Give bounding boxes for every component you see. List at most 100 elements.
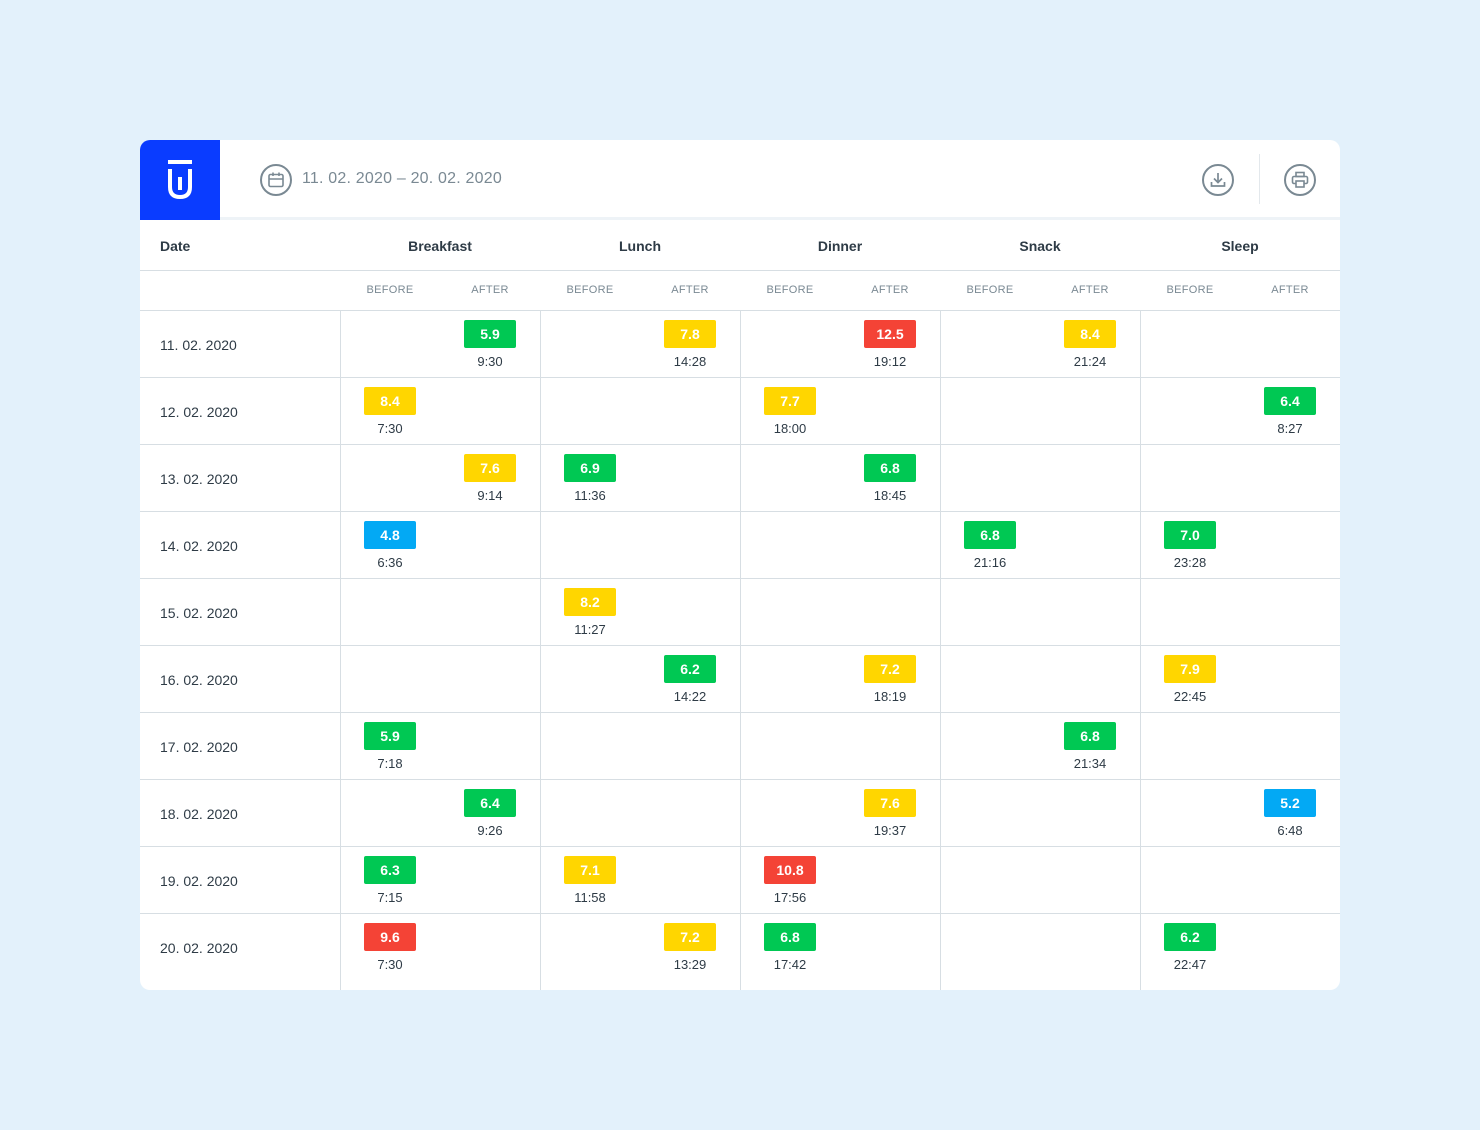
reading-time: 19:12	[873, 354, 907, 369]
sub-header-dinner-before: BEFORE	[766, 284, 814, 296]
glucose-reading[interactable]: 8.4 21:24	[1064, 320, 1116, 369]
date-column-header: Date	[160, 238, 191, 254]
glucose-reading[interactable]: 6.3 7:15	[364, 856, 416, 905]
glucose-reading[interactable]: 9.6 7:30	[364, 923, 416, 972]
reading-value-badge[interactable]: 4.8	[364, 521, 416, 549]
reading-value-badge[interactable]: 6.2	[1164, 923, 1216, 951]
reading-value-badge[interactable]: 7.0	[1164, 521, 1216, 549]
reading-value-badge[interactable]: 7.6	[464, 454, 516, 482]
reading-value-badge[interactable]: 8.4	[1064, 320, 1116, 348]
toolbar-divider	[1259, 154, 1260, 204]
reading-value-badge[interactable]: 5.9	[364, 722, 416, 750]
column-divider	[1140, 311, 1141, 990]
reading-time: 7:18	[377, 756, 403, 771]
reading-value-badge[interactable]: 8.4	[364, 387, 416, 415]
reading-value-badge[interactable]: 6.8	[964, 521, 1016, 549]
reading-value-badge[interactable]: 7.1	[564, 856, 616, 884]
reading-value-badge[interactable]: 8.2	[564, 588, 616, 616]
glucose-reading[interactable]: 7.6 19:37	[864, 789, 916, 838]
toolbar: 11. 02. 2020 – 20. 02. 2020	[140, 140, 1340, 220]
meal-header-sleep: Sleep	[1221, 238, 1259, 254]
reading-value-badge[interactable]: 7.8	[664, 320, 716, 348]
reading-time: 14:28	[673, 354, 707, 369]
reading-time: 11:27	[574, 622, 606, 637]
reading-value-badge[interactable]: 6.8	[864, 454, 916, 482]
glucose-reading[interactable]: 5.2 6:48	[1264, 789, 1316, 838]
reading-time: 21:16	[973, 555, 1007, 570]
glucose-reading[interactable]: 6.8 17:42	[764, 923, 816, 972]
print-button[interactable]	[1284, 164, 1316, 196]
glucose-reading[interactable]: 7.2 18:19	[864, 655, 916, 704]
reading-time: 21:24	[1073, 354, 1107, 369]
reading-value-badge[interactable]: 7.7	[764, 387, 816, 415]
glucose-reading[interactable]: 6.2 22:47	[1164, 923, 1216, 972]
sub-header-lunch-after: AFTER	[671, 284, 709, 296]
reading-time: 8:27	[1277, 421, 1303, 436]
glucose-reading[interactable]: 7.2 13:29	[664, 923, 716, 972]
reading-value-badge[interactable]: 9.6	[364, 923, 416, 951]
glucose-reading[interactable]: 6.8 21:16	[964, 521, 1016, 570]
table-row: 12. 02. 2020 8.4 7:30 7.7 18:00 6.4 8:27	[140, 378, 1340, 445]
glucose-reading[interactable]: 6.4 9:26	[464, 789, 516, 838]
brand-logo-icon[interactable]	[140, 140, 220, 220]
glucose-reading[interactable]: 10.8 17:56	[764, 856, 816, 905]
sub-header-sleep-before: BEFORE	[1166, 284, 1214, 296]
glucose-reading[interactable]: 5.9 9:30	[464, 320, 516, 369]
reading-value-badge[interactable]: 6.8	[764, 923, 816, 951]
reading-time: 6:48	[1277, 823, 1303, 838]
reading-value-badge[interactable]: 6.2	[664, 655, 716, 683]
reading-time: 11:58	[574, 890, 606, 905]
calendar-icon[interactable]	[260, 164, 292, 196]
meal-header-dinner: Dinner	[817, 238, 863, 254]
glucose-reading[interactable]: 7.1 11:58	[564, 856, 616, 905]
glucose-reading[interactable]: 6.2 14:22	[664, 655, 716, 704]
reading-value-badge[interactable]: 7.2	[664, 923, 716, 951]
glucose-reading[interactable]: 8.2 11:27	[564, 588, 616, 637]
glucose-reading[interactable]: 7.7 18:00	[764, 387, 816, 436]
meal-header-breakfast: Breakfast	[408, 238, 472, 254]
reading-value-badge[interactable]: 6.4	[464, 789, 516, 817]
glucose-reading[interactable]: 12.5 19:12	[864, 320, 916, 369]
glucose-reading[interactable]: 4.8 6:36	[364, 521, 416, 570]
row-date: 15. 02. 2020	[160, 605, 238, 621]
column-header-row: Date Breakfast Lunch Dinner Snack Sleep	[140, 220, 1340, 271]
sub-header-lunch-before: BEFORE	[566, 284, 614, 296]
column-divider	[340, 311, 341, 990]
glucose-reading[interactable]: 6.4 8:27	[1264, 387, 1316, 436]
reading-time: 7:30	[377, 957, 403, 972]
glucose-reading[interactable]: 6.8 18:45	[864, 454, 916, 503]
glucose-log-card: 11. 02. 2020 – 20. 02. 2020 Date Breakfa…	[140, 140, 1340, 990]
reading-time: 9:26	[477, 823, 503, 838]
reading-time: 21:34	[1073, 756, 1107, 771]
reading-value-badge[interactable]: 6.8	[1064, 722, 1116, 750]
glucose-reading[interactable]: 5.9 7:18	[364, 722, 416, 771]
glucose-reading[interactable]: 6.8 21:34	[1064, 722, 1116, 771]
reading-value-badge[interactable]: 5.9	[464, 320, 516, 348]
glucose-reading[interactable]: 7.0 23:28	[1164, 521, 1216, 570]
reading-value-badge[interactable]: 7.9	[1164, 655, 1216, 683]
reading-value-badge[interactable]: 6.3	[364, 856, 416, 884]
date-range-label[interactable]: 11. 02. 2020 – 20. 02. 2020	[302, 170, 502, 187]
glucose-reading[interactable]: 8.4 7:30	[364, 387, 416, 436]
glucose-reading[interactable]: 7.8 14:28	[664, 320, 716, 369]
download-button[interactable]	[1202, 164, 1234, 196]
reading-time: 9:30	[477, 354, 503, 369]
reading-value-badge[interactable]: 6.9	[564, 454, 616, 482]
column-divider	[940, 311, 941, 990]
reading-value-badge[interactable]: 7.2	[864, 655, 916, 683]
glucose-reading[interactable]: 6.9 11:36	[564, 454, 616, 503]
reading-time: 13:29	[673, 957, 707, 972]
sub-header-sleep-after: AFTER	[1271, 284, 1309, 296]
reading-value-badge[interactable]: 12.5	[864, 320, 916, 348]
reading-time: 17:56	[773, 890, 807, 905]
sub-header-breakfast-after: AFTER	[471, 284, 509, 296]
reading-value-badge[interactable]: 5.2	[1264, 789, 1316, 817]
column-divider	[540, 311, 541, 990]
reading-value-badge[interactable]: 6.4	[1264, 387, 1316, 415]
reading-value-badge[interactable]: 10.8	[764, 856, 816, 884]
reading-value-badge[interactable]: 7.6	[864, 789, 916, 817]
glucose-reading[interactable]: 7.9 22:45	[1164, 655, 1216, 704]
row-date: 11. 02. 2020	[160, 337, 237, 353]
reading-time: 22:45	[1173, 689, 1207, 704]
glucose-reading[interactable]: 7.6 9:14	[464, 454, 516, 503]
